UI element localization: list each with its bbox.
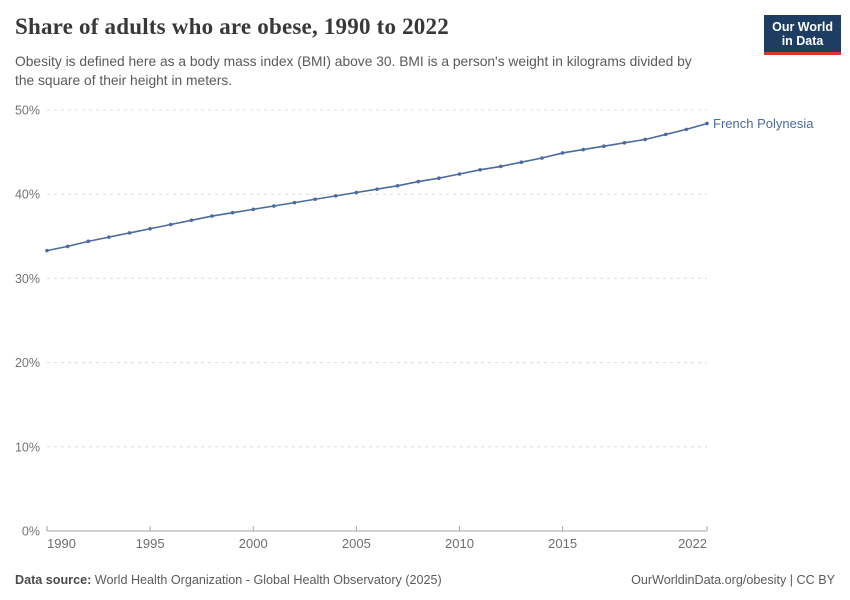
y-axis-tick-label: 50%	[15, 104, 40, 118]
y-axis-tick-label: 40%	[15, 188, 40, 202]
chart-subtitle: Obesity is defined here as a body mass i…	[15, 54, 692, 88]
x-axis-tick-label: 2015	[548, 536, 577, 551]
data-point	[684, 127, 689, 132]
y-axis-tick-label: 0%	[22, 525, 40, 539]
data-point	[581, 147, 586, 152]
data-point	[189, 218, 194, 223]
data-point	[478, 167, 482, 172]
x-axis-tick-label: 2005	[342, 536, 371, 551]
data-point	[107, 235, 111, 239]
x-axis-tick-label: 2010	[445, 536, 474, 551]
data-point	[498, 164, 503, 169]
data-point	[663, 132, 668, 137]
data-point	[230, 210, 235, 215]
data-point	[210, 214, 214, 218]
data-point	[168, 222, 173, 227]
data-point	[45, 248, 49, 253]
data-point	[354, 190, 359, 195]
x-axis-tick-label: 1990	[47, 536, 76, 551]
data-line	[46, 122, 708, 252]
data-point	[602, 144, 606, 149]
y-axis-tick-label: 20%	[15, 356, 40, 370]
x-axis-tick-label: 1995	[136, 536, 165, 551]
page-title: Share of adults who are obese, 1990 to 2…	[15, 14, 449, 39]
data-point	[416, 179, 421, 184]
data-point	[313, 197, 317, 202]
data-point	[643, 137, 647, 142]
data-point	[333, 194, 338, 198]
y-axis-tick-label: 10%	[15, 440, 40, 454]
y-axis-tick-label: 30%	[15, 272, 40, 286]
x-axis-tick-label: 2000	[239, 536, 268, 551]
data-point	[705, 121, 709, 126]
data-point	[395, 183, 400, 188]
data-point	[622, 141, 627, 145]
owid-logo[interactable]: Our World in Data	[764, 15, 841, 55]
attribution-link[interactable]: OurWorldinData.org/obesity | CC BY	[631, 573, 835, 587]
data-point	[86, 239, 91, 244]
data-point	[437, 176, 441, 181]
data-point	[375, 187, 379, 191]
data-point	[292, 200, 297, 205]
obesity-line-chart[interactable]: 0% 10% 20% 30% 40% 50% 1990 1995 2000 2005 2010 201…	[0, 95, 850, 565]
data-point	[127, 231, 132, 235]
data-point	[540, 156, 544, 160]
data-point	[65, 244, 70, 249]
data-source-note: Data source: World Health Organization -…	[15, 573, 442, 587]
data-point	[148, 226, 152, 231]
series-label[interactable]: French Polynesia	[713, 116, 814, 131]
data-point	[272, 204, 276, 208]
owid-logo-line2: in Data	[781, 34, 824, 48]
data-point	[519, 160, 524, 165]
data-point	[457, 172, 462, 176]
data-source-text: World Health Organization - Global Healt…	[91, 573, 442, 587]
x-axis-tick-label: 2022	[678, 536, 707, 551]
data-point	[560, 151, 565, 155]
data-point	[251, 207, 256, 212]
owid-logo-line1: Our World	[772, 20, 833, 34]
data-source-label: Data source:	[15, 573, 92, 587]
